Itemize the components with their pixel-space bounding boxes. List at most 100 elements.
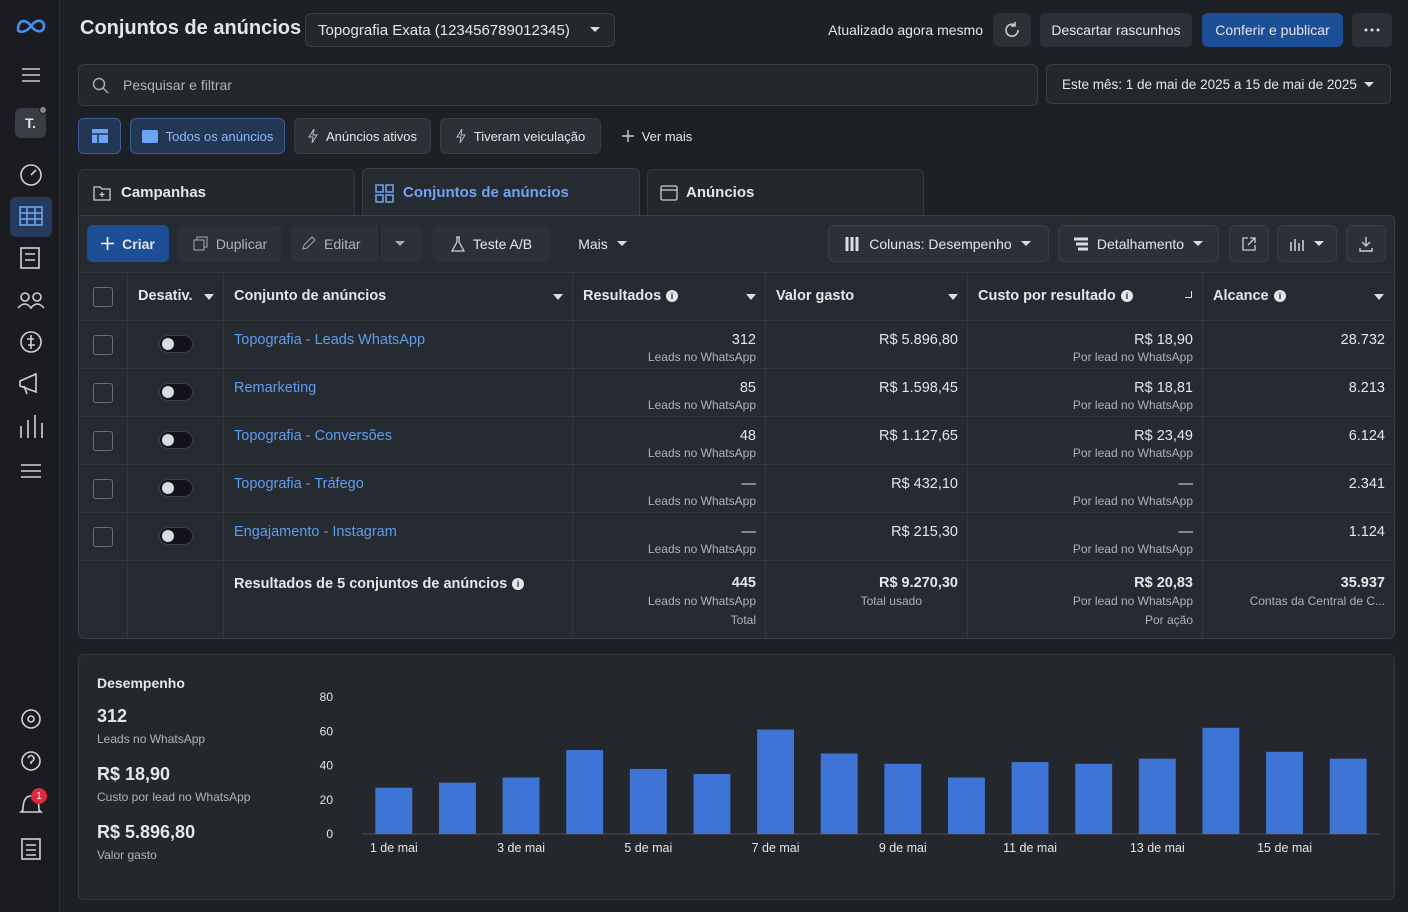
results-label: Leads no WhatsApp [647,494,756,508]
reach: 8.213 [1203,369,1394,417]
results: 312 Leads no WhatsApp [573,321,766,369]
toggle[interactable] [159,431,193,449]
summary-reach: 35.937 Contas da Central de C... [1203,561,1394,639]
button-label: Duplicar [215,235,268,252]
toggle[interactable] [159,383,193,401]
column-menu[interactable] [1374,294,1384,300]
header-cell: Desativ. [128,273,224,321]
edit-button[interactable]: Editar [291,225,422,262]
filter-all[interactable]: Todos os anúncios [130,118,285,154]
row-select [79,513,128,561]
row-toggle [128,513,224,561]
account-name: Topografia Exata (123456789012345) [318,21,570,39]
discard-button[interactable]: Descartar rascunhos [1040,13,1192,47]
column-header: Resultados [583,288,662,304]
adset-name[interactable]: Topografia - Tráfego [234,476,364,492]
tab-icon [375,184,394,203]
column-menu[interactable] [553,294,563,300]
download-button[interactable] [1346,225,1386,262]
toggle-knob [162,434,174,446]
column-header: Desativ. [138,288,193,304]
nav-icons[interactable] [0,160,60,880]
breakdown-button[interactable]: Detalhamento [1058,225,1219,262]
button-label: Detalhamento [1096,235,1185,252]
results-value: 85 [739,380,756,396]
button-label: Mais [578,235,608,252]
checkbox[interactable] [93,478,113,499]
notification-badge: 1 [31,788,47,804]
spent-value: R$ 432,10 [891,476,958,492]
adset-name[interactable]: Engajamento - Instagram [234,524,397,540]
export-button[interactable] [1229,225,1269,262]
toggle[interactable] [159,479,193,497]
cost-label: Por lead no WhatsApp [1072,350,1193,364]
spent: R$ 5.896,80 [766,321,968,369]
checkbox[interactable] [93,430,113,451]
page-title: Conjuntos de anúncios [80,17,302,39]
name-cell: Topografia - Conversões [224,417,573,465]
column-menu[interactable] [746,294,756,300]
summary-spent-label: Total usado [860,594,922,608]
results-value: — [741,476,757,492]
tab-ads[interactable]: Anúncios [647,169,924,215]
button-label: Colunas: Desempenho [869,235,1012,252]
date-range[interactable]: Este mês: 1 de mai de 2025 a 15 de mai d… [1046,64,1391,104]
search-bar[interactable]: Pesquisar e filtrar [78,64,1038,106]
column-menu[interactable] [948,294,958,300]
adset-name[interactable]: Remarketing [234,380,317,396]
layout-button[interactable] [78,118,121,154]
results-value: 48 [739,428,756,444]
cost: R$ 23,49 Por lead no WhatsApp [968,417,1203,465]
info-icon: i [512,578,524,590]
metric-label: Valor gasto [97,848,157,862]
tab-campaigns[interactable]: Campanhas [78,169,355,215]
publish-button[interactable]: Conferir e publicar [1202,13,1343,47]
summary-results-value: 445 [731,575,756,591]
performance-panel: Desempenho 312 Leads no WhatsApp R$ 18,90 C… [78,654,1395,900]
toggle[interactable] [159,527,193,545]
results-label: Leads no WhatsApp [647,350,756,364]
reach-value: 6.124 [1348,428,1385,444]
spent-value: R$ 215,30 [891,524,958,540]
checkbox[interactable] [93,286,113,307]
header-cell: Resultados i [573,273,766,321]
create-button[interactable]: Criar [87,225,169,262]
reach: 1.124 [1203,513,1394,561]
results-value: — [741,524,757,540]
row-select [79,369,128,417]
filter-label: Ver mais [641,128,693,144]
tab-adsets[interactable]: Conjuntos de anúncios [362,168,640,216]
adset-name[interactable]: Topografia - Leads WhatsApp [234,332,426,348]
reach: 6.124 [1203,417,1394,465]
search-icon [92,77,109,94]
checkbox[interactable] [93,526,113,547]
toggle-knob [162,338,174,350]
columns-button[interactable]: Colunas: Desempenho [828,225,1049,262]
toggle-knob [162,386,174,398]
filter-delivered[interactable]: Tiveram veiculação [440,118,601,154]
toggle[interactable] [159,335,193,353]
more-actions[interactable]: Mais [565,225,641,262]
toggle-knob [162,482,174,494]
checkbox[interactable] [93,334,113,355]
name-cell: Topografia - Leads WhatsApp [224,321,573,369]
row-toggle [128,369,224,417]
cost: R$ 18,90 Por lead no WhatsApp [968,321,1203,369]
refresh-button[interactable] [993,13,1031,47]
filter-active[interactable]: Anúncios ativos [294,118,431,154]
account-selector[interactable]: Topografia Exata (123456789012345) [305,13,615,47]
column-header: Alcance [1213,288,1269,304]
more-button[interactable] [1352,13,1392,47]
menu-icon[interactable] [21,67,41,83]
column-menu[interactable] [204,294,214,300]
search-placeholder: Pesquisar e filtrar [123,77,232,93]
results: 48 Leads no WhatsApp [573,417,766,465]
checkbox[interactable] [93,382,113,403]
results-value: 312 [731,332,756,348]
adset-name[interactable]: Topografia - Conversões [234,428,392,444]
date-range-text: Este mês: 1 de mai de 2025 a 15 de mai d… [1062,76,1357,92]
charts-button[interactable] [1277,225,1337,262]
ab-test-button[interactable]: Teste A/B [432,225,551,262]
filter-more[interactable]: Ver mais [612,118,702,154]
duplicate-button[interactable]: Duplicar [178,225,282,262]
